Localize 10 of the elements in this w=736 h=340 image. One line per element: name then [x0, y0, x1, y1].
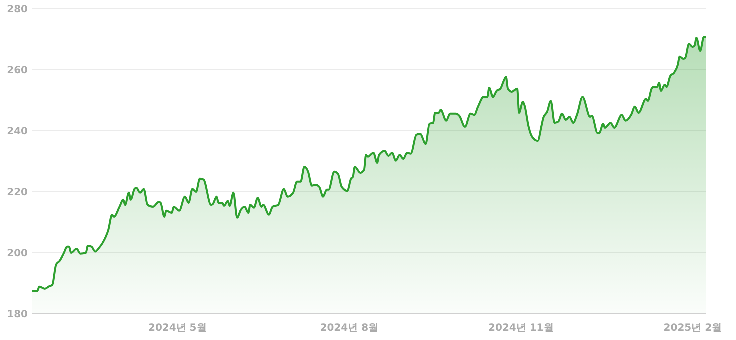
x-tick-label: 2024년 5월: [148, 323, 207, 334]
y-tick-label: 180: [7, 310, 28, 320]
y-tick-label: 280: [7, 4, 28, 16]
y-tick-label: 220: [7, 188, 28, 198]
y-tick-label: 260: [7, 66, 28, 76]
y-tick-label: 240: [7, 126, 28, 138]
x-tick-label: 2025년 2월: [664, 323, 722, 334]
x-tick-label: 2024년 8월: [320, 323, 379, 334]
x-tick-label: 2024년 11월: [488, 323, 554, 334]
y-tick-label: 200: [7, 248, 28, 260]
